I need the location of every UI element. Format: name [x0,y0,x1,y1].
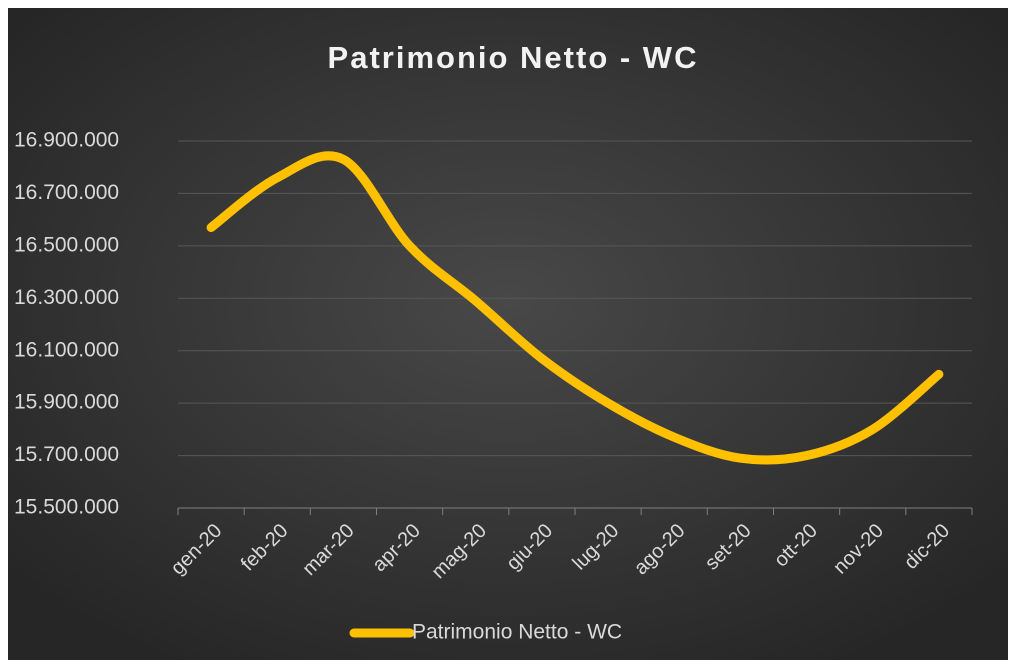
y-tick-label: 15.700.000 [14,443,119,466]
y-tick-label: 16.300.000 [14,286,119,309]
y-tick-label: 16.700.000 [14,181,119,204]
chart-title: Patrimonio Netto - WC [328,40,699,75]
data-line [206,151,944,465]
y-tick-label: 15.900.000 [14,391,119,414]
y-tick-label: 16.100.000 [14,338,119,361]
y-tick-label: 16.900.000 [14,129,119,152]
y-tick-label: 16.500.000 [14,233,119,256]
legend-label: Patrimonio Netto - WC [412,621,622,644]
y-tick-label: 15.500.000 [14,496,119,519]
